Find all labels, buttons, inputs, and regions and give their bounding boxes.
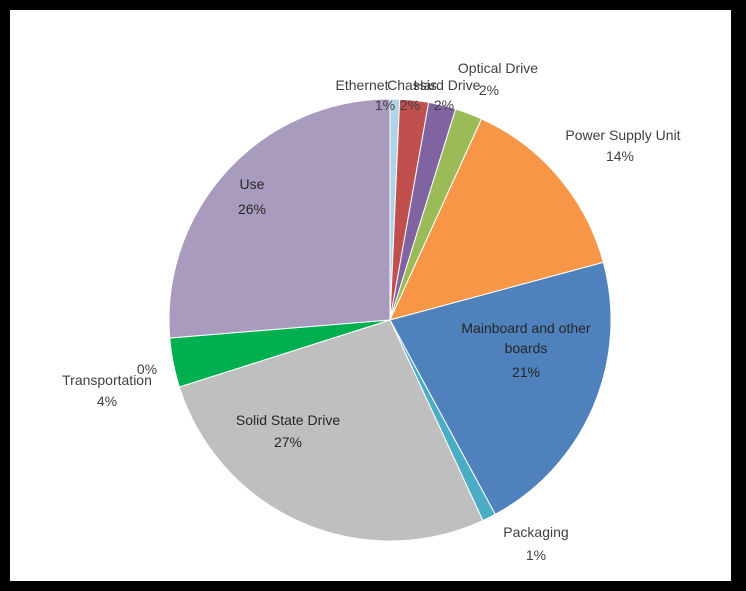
data-label-name-2: Hard Drive (414, 77, 481, 93)
data-label-name-5: boards (505, 340, 548, 356)
data-label-value-1: 2% (400, 97, 420, 113)
data-label-value-8: 4% (97, 393, 117, 409)
slice-mainboard-and-other-boards (389, 261, 612, 516)
data-label-value-9: 0% (137, 361, 157, 377)
data-label-name-1: Chassis (387, 77, 437, 93)
data-label-name-10: Use (240, 176, 265, 192)
slice-use (168, 98, 391, 339)
data-label-value-7: 27% (274, 434, 302, 450)
data-label-value-6: 1% (526, 547, 546, 563)
data-label-value-0: 1% (375, 97, 395, 113)
data-label-value-5: 21% (512, 364, 540, 380)
data-label-value-4: 14% (606, 148, 634, 164)
slice-solid-state-drive (178, 319, 484, 542)
pie-slices (168, 98, 612, 542)
slice-power-supply-unit (389, 118, 604, 321)
data-label-value-3: 2% (479, 82, 499, 98)
data-label-name-7: Solid State Drive (236, 412, 340, 428)
data-label-value-2: 2% (434, 97, 454, 113)
data-label-name-8: Transportation (62, 372, 152, 388)
data-label-name-4: Power Supply Unit (565, 127, 680, 143)
data-label-name-0: Ethernet (336, 77, 389, 93)
data-label-name-3: Optical Drive (458, 60, 538, 76)
data-label-name-5: Mainboard and other (461, 320, 591, 336)
data-label-value-10: 26% (238, 201, 266, 217)
data-label-name-6: Packaging (503, 524, 568, 540)
